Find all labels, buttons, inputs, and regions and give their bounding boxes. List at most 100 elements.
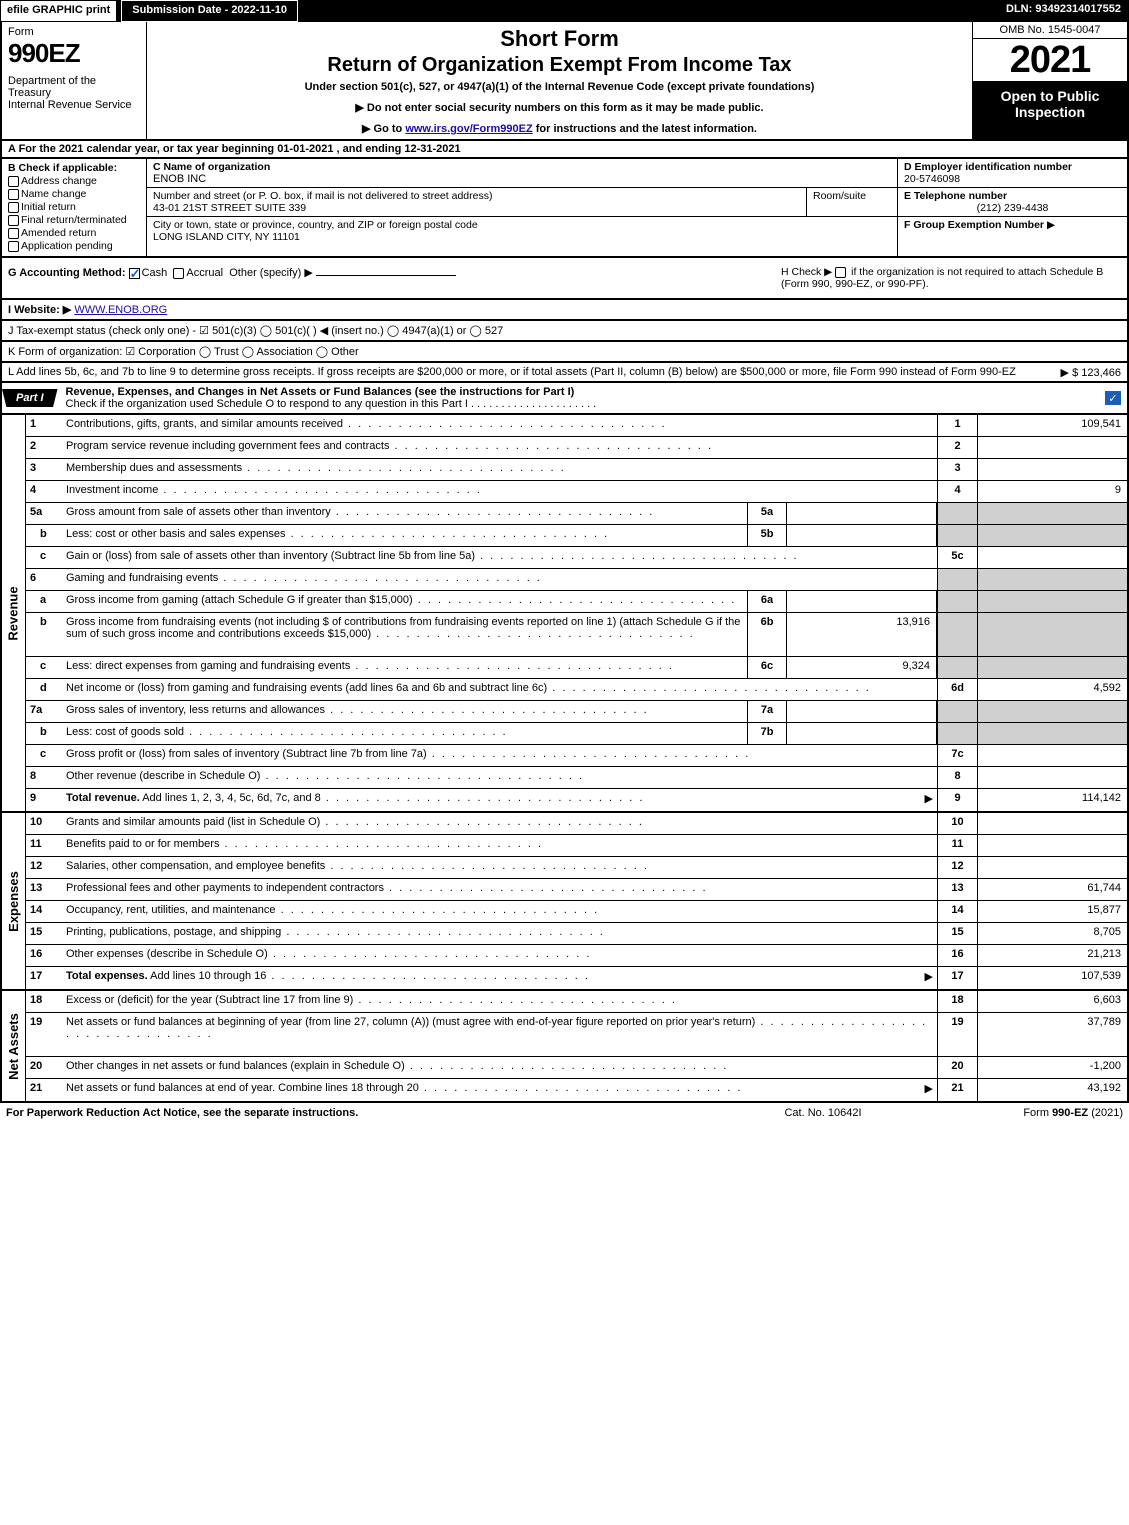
- revenue-label: Revenue: [2, 415, 26, 811]
- right-val: [977, 437, 1127, 458]
- street-value: 43-01 21ST STREET SUITE 339: [153, 202, 800, 214]
- netassets-label: Net Assets: [2, 991, 26, 1101]
- line-desc: Less: cost of goods sold: [62, 723, 747, 744]
- line-num: 20: [26, 1057, 62, 1078]
- line-desc: Total expenses. Add lines 10 through 16 …: [62, 967, 937, 989]
- inner-val: 9,324: [787, 657, 937, 678]
- ssn-note: ▶ Do not enter social security numbers o…: [153, 101, 966, 114]
- expenses-grid: Expenses 10Grants and similar amounts pa…: [0, 813, 1129, 991]
- inner-val: [787, 723, 937, 744]
- chk-name-change[interactable]: Name change: [8, 188, 140, 200]
- inner-num: 5a: [747, 503, 787, 524]
- row-l-gross-receipts: L Add lines 5b, 6c, and 7b to line 9 to …: [0, 363, 1129, 383]
- d-ein: D Employer identification number 20-5746…: [898, 159, 1127, 188]
- line-19: 19Net assets or fund balances at beginni…: [26, 1013, 1127, 1057]
- line-num: 5a: [26, 503, 62, 524]
- row-a-taxyear: A For the 2021 calendar year, or tax yea…: [0, 141, 1129, 159]
- inner-val: [787, 701, 937, 722]
- c-street: Number and street (or P. O. box, if mail…: [147, 188, 807, 217]
- irs-link[interactable]: www.irs.gov/Form990EZ: [405, 123, 532, 135]
- footer-notice: For Paperwork Reduction Act Notice, see …: [6, 1107, 723, 1119]
- line-num: 17: [26, 967, 62, 989]
- line-num: c: [26, 547, 62, 568]
- chk-application-pending[interactable]: Application pending: [8, 240, 140, 252]
- footer-form: Form 990-EZ (2021): [923, 1107, 1123, 1119]
- dln: DLN: 93492314017552: [998, 0, 1129, 22]
- section-bcdef: B Check if applicable: Address change Na…: [0, 159, 1129, 258]
- chk-amended-return[interactable]: Amended return: [8, 227, 140, 239]
- line-num: 10: [26, 813, 62, 834]
- line-desc: Grants and similar amounts paid (list in…: [62, 813, 937, 834]
- line-17: 17Total expenses. Add lines 10 through 1…: [26, 967, 1127, 989]
- netassets-grid: Net Assets 18Excess or (deficit) for the…: [0, 991, 1129, 1103]
- right-val: [977, 525, 1127, 546]
- line-num: c: [26, 745, 62, 766]
- line-desc: Excess or (deficit) for the year (Subtra…: [62, 991, 937, 1012]
- right-num: 15: [937, 923, 977, 944]
- form-number: 990EZ: [8, 38, 140, 69]
- part1-tab: Part I: [2, 389, 58, 407]
- gross-receipts-amount: ▶ $ 123,466: [1061, 366, 1121, 379]
- right-val: [977, 745, 1127, 766]
- chk-accrual[interactable]: [173, 268, 184, 279]
- open-public: Open to Public Inspection: [973, 82, 1127, 139]
- right-num: [937, 503, 977, 524]
- right-val: [977, 503, 1127, 524]
- line-d: dNet income or (loss) from gaming and fu…: [26, 679, 1127, 701]
- chk-cash[interactable]: [129, 268, 140, 279]
- line-num: 21: [26, 1079, 62, 1101]
- tax-year: 2021: [973, 39, 1127, 82]
- right-val: 107,539: [977, 967, 1127, 989]
- right-val: 6,603: [977, 991, 1127, 1012]
- line-num: 1: [26, 415, 62, 436]
- inner-val: [787, 525, 937, 546]
- line-desc: Less: direct expenses from gaming and fu…: [62, 657, 747, 678]
- chk-final-return[interactable]: Final return/terminated: [8, 214, 140, 226]
- right-val: -1,200: [977, 1057, 1127, 1078]
- right-num: 21: [937, 1079, 977, 1101]
- website-link[interactable]: WWW.ENOB.ORG: [74, 304, 167, 316]
- line-desc: Investment income: [62, 481, 937, 502]
- inner-num: 7b: [747, 723, 787, 744]
- right-num: 5c: [937, 547, 977, 568]
- line-desc: Gross income from gaming (attach Schedul…: [62, 591, 747, 612]
- part1-schedule-o-check[interactable]: ✓: [1105, 391, 1121, 405]
- header-center: Short Form Return of Organization Exempt…: [147, 22, 972, 139]
- line-desc: Total revenue. Add lines 1, 2, 3, 4, 5c,…: [62, 789, 937, 811]
- line-a: aGross income from gaming (attach Schedu…: [26, 591, 1127, 613]
- right-val: [977, 857, 1127, 878]
- line-num: b: [26, 525, 62, 546]
- right-val: 37,789: [977, 1013, 1127, 1056]
- line-desc: Gross amount from sale of assets other t…: [62, 503, 747, 524]
- right-num: [937, 569, 977, 590]
- right-val: [977, 459, 1127, 480]
- line-c: cGross profit or (loss) from sales of in…: [26, 745, 1127, 767]
- inner-num: 6a: [747, 591, 787, 612]
- right-num: 19: [937, 1013, 977, 1056]
- chk-initial-return[interactable]: Initial return: [8, 201, 140, 213]
- line-12: 12Salaries, other compensation, and empl…: [26, 857, 1127, 879]
- right-num: 1: [937, 415, 977, 436]
- line-14: 14Occupancy, rent, utilities, and mainte…: [26, 901, 1127, 923]
- right-num: 13: [937, 879, 977, 900]
- right-val: [977, 547, 1127, 568]
- row-i-website: I Website: ▶ WWW.ENOB.ORG: [0, 300, 1129, 321]
- header-left: Form 990EZ Department of the Treasury In…: [2, 22, 147, 139]
- line-desc: Salaries, other compensation, and employ…: [62, 857, 937, 878]
- line-desc: Program service revenue including govern…: [62, 437, 937, 458]
- right-num: 6d: [937, 679, 977, 700]
- line-desc: Membership dues and assessments: [62, 459, 937, 480]
- right-num: [937, 591, 977, 612]
- inner-val: [787, 591, 937, 612]
- chk-schedule-b[interactable]: [835, 267, 846, 278]
- chk-address-change[interactable]: Address change: [8, 175, 140, 187]
- right-num: 20: [937, 1057, 977, 1078]
- line-num: 13: [26, 879, 62, 900]
- efile-print-button[interactable]: efile GRAPHIC print: [0, 0, 117, 22]
- line-desc: Benefits paid to or for members: [62, 835, 937, 856]
- c-name: C Name of organization ENOB INC: [147, 159, 897, 188]
- form-word: Form: [8, 26, 140, 38]
- inner-num: 7a: [747, 701, 787, 722]
- h-schedule-b: H Check ▶ if the organization is not req…: [781, 266, 1121, 290]
- right-num: 16: [937, 945, 977, 966]
